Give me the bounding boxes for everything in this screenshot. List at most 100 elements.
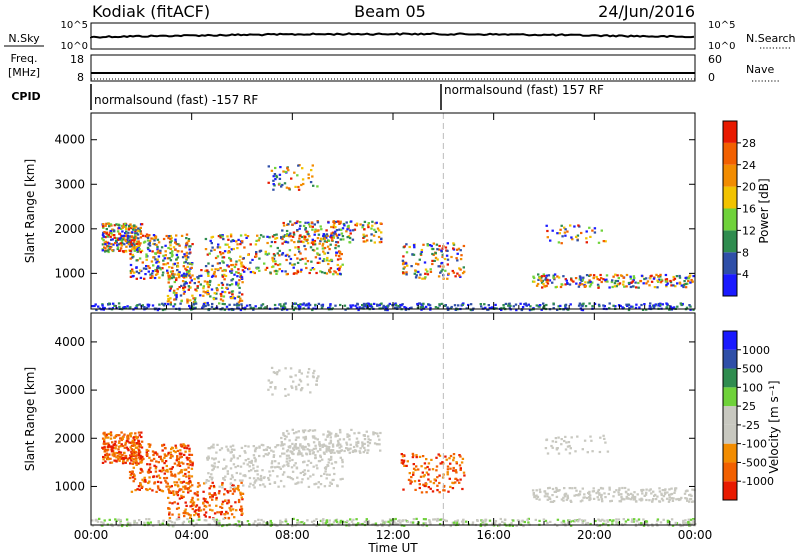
range-cell	[294, 185, 297, 188]
range-cell	[627, 308, 631, 312]
range-cell	[297, 185, 300, 189]
range-cell	[229, 451, 232, 454]
range-cell	[285, 460, 288, 463]
range-cell	[438, 303, 441, 306]
range-cell	[511, 524, 514, 527]
range-cell	[91, 524, 95, 527]
range-cell	[230, 264, 233, 267]
range-cell	[169, 270, 173, 273]
range-cell	[194, 509, 198, 512]
range-cell	[229, 508, 232, 511]
range-cell	[348, 438, 351, 441]
range-cell	[139, 444, 142, 447]
range-cell	[146, 488, 149, 492]
range-cell	[230, 268, 233, 271]
range-cell	[152, 264, 155, 267]
range-cell	[197, 508, 200, 511]
range-cell	[175, 296, 178, 299]
range-cell	[556, 308, 559, 311]
range-cell	[211, 274, 215, 277]
range-cell	[507, 304, 510, 307]
range-cell	[220, 281, 224, 285]
range-cell	[436, 489, 439, 492]
range-cell	[208, 487, 211, 490]
y-tick-label: 3000	[54, 177, 85, 191]
range-cell	[380, 231, 383, 234]
range-cell	[188, 475, 191, 478]
range-cell	[568, 283, 572, 286]
range-cell	[267, 379, 270, 382]
range-cell	[218, 522, 221, 525]
range-cell	[339, 449, 342, 453]
range-cell	[622, 283, 625, 286]
range-cell	[540, 281, 544, 284]
range-cell	[196, 513, 200, 516]
range-cell	[526, 518, 529, 521]
range-cell	[131, 476, 135, 479]
range-cell	[283, 443, 286, 446]
range-cell	[276, 252, 279, 255]
range-cell	[184, 487, 188, 490]
range-cell	[581, 305, 584, 308]
range-cell	[214, 275, 217, 278]
range-cell	[354, 449, 357, 452]
range-cell	[288, 262, 292, 265]
range-cell	[275, 236, 279, 240]
range-cell	[214, 256, 218, 260]
range-cell	[325, 450, 328, 453]
range-cell	[315, 271, 318, 275]
range-cell	[633, 491, 636, 494]
range-cell	[326, 245, 330, 248]
range-cell	[206, 293, 209, 296]
range-cell	[564, 522, 567, 525]
range-cell	[547, 274, 551, 277]
range-cell	[226, 283, 229, 286]
range-cell	[177, 478, 181, 481]
range-cell	[554, 440, 558, 443]
range-cell	[240, 265, 243, 268]
range-cell	[219, 292, 223, 296]
range-cell	[341, 458, 344, 461]
range-cell	[133, 458, 136, 461]
range-cell	[650, 280, 654, 283]
range-cell	[122, 250, 125, 253]
range-cell	[190, 263, 194, 266]
range-cell	[174, 451, 177, 454]
range-cell	[334, 220, 338, 223]
range-cell	[191, 499, 194, 502]
range-cell	[111, 307, 115, 310]
range-cell	[297, 449, 301, 452]
range-cell	[418, 483, 421, 486]
range-cell	[311, 308, 314, 312]
range-cell	[669, 279, 672, 283]
range-cell	[321, 271, 324, 274]
range-cell	[239, 472, 242, 475]
range-cell	[437, 275, 441, 278]
range-cell	[160, 246, 164, 249]
range-cell	[229, 477, 233, 480]
range-cell	[175, 258, 178, 261]
range-cell	[107, 233, 111, 236]
range-cell	[233, 516, 236, 519]
range-cell	[234, 263, 238, 266]
range-cell	[202, 508, 206, 511]
range-cell	[307, 173, 310, 176]
range-cell	[423, 484, 426, 488]
range-cell	[302, 522, 306, 525]
range-cell	[346, 236, 349, 239]
range-cell	[577, 224, 580, 227]
range-cell	[161, 302, 164, 305]
range-cell	[286, 449, 290, 452]
range-cell	[365, 234, 368, 237]
range-cell	[365, 302, 368, 305]
range-cell	[348, 241, 352, 244]
range-cell	[113, 304, 116, 307]
range-cell	[405, 464, 408, 467]
range-cell	[354, 223, 357, 226]
range-cell	[270, 265, 274, 269]
range-cell	[282, 485, 286, 488]
range-cell	[138, 519, 141, 522]
range-cell	[267, 388, 270, 391]
range-cell	[552, 500, 556, 503]
